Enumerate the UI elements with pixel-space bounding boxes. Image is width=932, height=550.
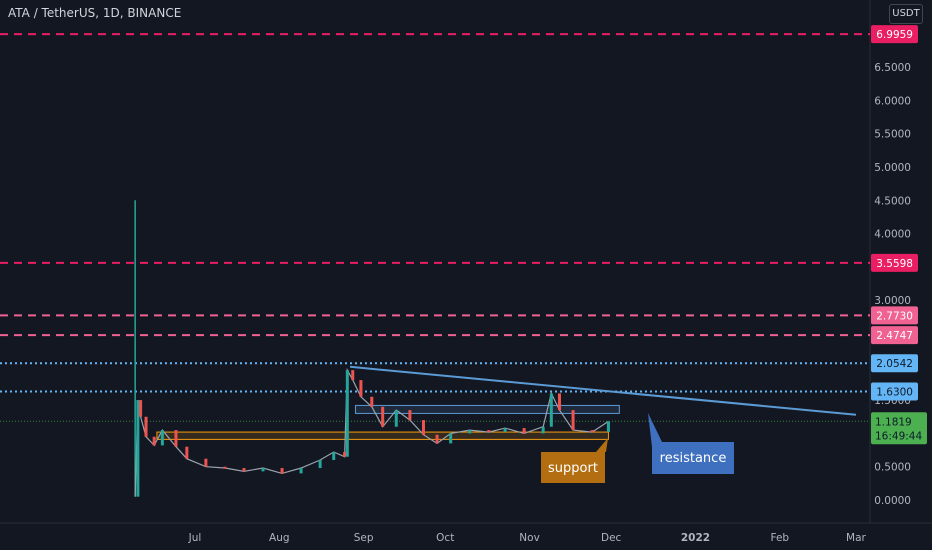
price-badge-label: 1.6300 bbox=[876, 386, 913, 398]
price-series bbox=[134, 200, 610, 497]
price-badge-label: 2.7730 bbox=[876, 310, 913, 322]
price-axis-tick: 0.5000 bbox=[874, 462, 911, 474]
time-axis-tick: Aug bbox=[269, 532, 290, 544]
time-axis-tick: Feb bbox=[771, 532, 790, 544]
candle bbox=[435, 434, 439, 444]
candle bbox=[408, 410, 412, 421]
price-axis-tick: 4.5000 bbox=[874, 195, 911, 207]
resistance-zone bbox=[354, 404, 620, 414]
candle bbox=[381, 406, 385, 427]
price-axis-tick: 5.0000 bbox=[874, 162, 911, 174]
candle bbox=[345, 370, 349, 457]
candle bbox=[541, 426, 545, 434]
candle bbox=[522, 428, 526, 434]
symbol-title: ATA / TetherUS, 1D, BINANCE bbox=[8, 6, 182, 20]
candle bbox=[503, 428, 507, 433]
price-badge-label: 2.4747 bbox=[876, 330, 913, 342]
horizontal-levels bbox=[0, 33, 870, 422]
candle bbox=[606, 421, 610, 433]
last-price-label: 1.1819 bbox=[875, 416, 912, 428]
candle bbox=[139, 400, 143, 417]
candle bbox=[144, 416, 148, 437]
resistance-callout-label: resistance bbox=[660, 451, 727, 466]
candle bbox=[261, 468, 265, 472]
candle bbox=[160, 430, 164, 446]
price-badge-label: 3.5598 bbox=[876, 258, 913, 270]
candle bbox=[351, 370, 355, 381]
candle bbox=[557, 393, 561, 411]
candle bbox=[152, 436, 156, 446]
price-axis-tick: 4.0000 bbox=[874, 229, 911, 241]
candle bbox=[242, 468, 246, 472]
price-badge bbox=[871, 354, 918, 373]
time-axis-tick: Oct bbox=[436, 532, 454, 544]
time-axis-tick: Jul bbox=[188, 532, 202, 544]
candle bbox=[343, 452, 347, 457]
candle bbox=[590, 430, 594, 433]
candle bbox=[449, 433, 453, 444]
callouts: support resistance bbox=[541, 413, 734, 483]
price-badge bbox=[871, 382, 918, 401]
currency-badge[interactable]: USDT bbox=[889, 4, 923, 24]
candle bbox=[370, 396, 374, 407]
time-axis-tick: 2022 bbox=[681, 532, 710, 544]
candle bbox=[318, 460, 322, 469]
price-badge bbox=[871, 326, 918, 345]
candle bbox=[394, 410, 398, 427]
price-axis-tick: 0.0000 bbox=[874, 495, 911, 507]
price-axis-tick: 5.5000 bbox=[874, 129, 911, 141]
candle bbox=[549, 393, 553, 427]
candle bbox=[421, 420, 425, 435]
price-badges: 6.9959 3.5598 2.7730 2.4747 2.0542 1.6300 1.18… bbox=[871, 25, 927, 445]
candle bbox=[204, 458, 208, 467]
last-price-badge bbox=[871, 412, 927, 445]
price-badge bbox=[871, 253, 918, 272]
candle bbox=[571, 410, 575, 431]
candle bbox=[487, 430, 491, 433]
candle bbox=[280, 468, 284, 474]
price-badge bbox=[871, 306, 918, 325]
candle bbox=[223, 466, 227, 469]
trendline-layer bbox=[349, 365, 857, 416]
price-badge-label: 6.9959 bbox=[876, 29, 913, 41]
resistance-trendline bbox=[349, 365, 857, 416]
resistance-callout-bubble bbox=[648, 413, 734, 474]
time-axis-tick: Dec bbox=[601, 532, 622, 544]
candle bbox=[185, 446, 189, 459]
zones bbox=[156, 404, 620, 440]
time-axis-tick: Mar bbox=[846, 532, 866, 544]
candle bbox=[468, 430, 472, 434]
support-callout-label: support bbox=[548, 461, 598, 476]
price-axis-tick: 6.0000 bbox=[874, 95, 911, 107]
price-axis-tick: 3.0000 bbox=[874, 295, 911, 307]
time-axis-tick: Nov bbox=[519, 532, 540, 544]
candle bbox=[359, 380, 363, 397]
price-badge-label: 2.0542 bbox=[876, 358, 913, 370]
countdown-label: 16:49:44 bbox=[875, 430, 922, 442]
time-axis[interactable]: Jul Aug Sep Oct Nov Dec 2022 Feb Mar bbox=[188, 532, 867, 544]
time-axis-tick: Sep bbox=[354, 532, 374, 544]
price-badge bbox=[871, 25, 918, 44]
price-axis-tick: 6.5000 bbox=[874, 62, 911, 74]
candle bbox=[332, 452, 336, 461]
support-zone bbox=[156, 431, 609, 440]
candle bbox=[136, 400, 140, 497]
candle bbox=[174, 430, 178, 447]
candle bbox=[299, 468, 303, 474]
support-callout-bubble bbox=[541, 438, 608, 483]
